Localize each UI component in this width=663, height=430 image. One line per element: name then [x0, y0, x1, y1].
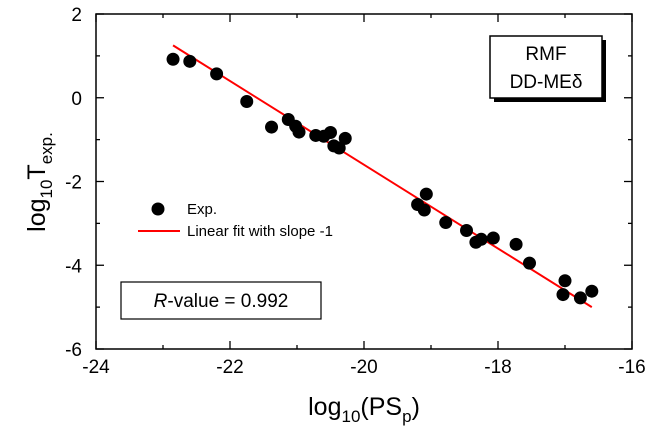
y-axis-label: log10Texp. [23, 132, 56, 232]
data-point [417, 203, 431, 217]
x-tick-label: -24 [82, 357, 110, 378]
data-point [166, 52, 180, 66]
data-point [486, 231, 500, 245]
x-axis-label-log: log [308, 393, 341, 421]
y-axis-label-body: T [23, 164, 51, 179]
model-line-ddme: DD-MEδ [510, 72, 583, 93]
r-value-italic: R [154, 291, 168, 312]
y-axis-label-sub2: exp. [37, 132, 56, 164]
plot-frame [95, 13, 633, 350]
data-point [558, 274, 572, 288]
x-tick-labels: -24 -22 -20 -18 -16 [82, 357, 645, 378]
x-tick-label: -20 [350, 357, 377, 378]
y-tick-label: -6 [65, 340, 82, 361]
y-tick-label: -4 [65, 256, 82, 277]
data-point [324, 126, 337, 140]
data-point [556, 288, 570, 302]
data-point [338, 131, 352, 145]
data-series [166, 44, 599, 308]
y-tick-labels: 2 0 -2 -4 -6 [65, 5, 82, 361]
data-point [332, 141, 346, 155]
data-point [573, 291, 587, 305]
x-axis-label-sub2: p [402, 407, 411, 426]
r-value-text: R-value = 0.992 [154, 291, 289, 312]
legend-label-exp: Exp. [187, 201, 217, 218]
y-tick-label: 0 [71, 89, 82, 110]
data-point [522, 256, 536, 270]
data-point [509, 237, 523, 251]
x-tick-label: -18 [484, 357, 511, 378]
legend: Exp. Linear fit with slope -1 [138, 201, 333, 240]
data-point [210, 67, 224, 81]
legend-label-fit: Linear fit with slope -1 [187, 223, 333, 240]
linear-fit-line [172, 44, 593, 308]
x-tick-label: -16 [618, 357, 645, 378]
r-value-rest: -value = 0.992 [167, 291, 288, 312]
r-value-frame [120, 281, 322, 320]
x-axis-label-close: ) [412, 393, 420, 421]
legend-marker-exp [151, 202, 165, 216]
data-point [265, 120, 279, 134]
data-point [419, 187, 433, 201]
x-axis-label-sub: 10 [341, 407, 360, 426]
x-axis-label-body: (PS [360, 393, 402, 421]
data-point [474, 232, 488, 246]
data-point [292, 125, 306, 139]
data-point [439, 216, 453, 230]
data-point [183, 54, 197, 68]
data-point [585, 284, 599, 298]
x-tick-label: -22 [216, 357, 243, 378]
model-line-rmf: RMF [525, 44, 566, 65]
r-value-box: R-value = 0.992 [120, 281, 322, 320]
y-tick-label: 2 [71, 5, 82, 26]
x-axis-label: log10(PSp) [308, 393, 420, 426]
model-box [489, 35, 603, 99]
model-annotation-box: RMF DD-MEδ [489, 35, 606, 102]
y-axis-label-sub: 10 [37, 180, 56, 199]
y-tick-label: -2 [65, 173, 82, 194]
data-point [240, 95, 254, 109]
y-axis-label-log: log [23, 198, 51, 231]
data-point [460, 223, 474, 237]
